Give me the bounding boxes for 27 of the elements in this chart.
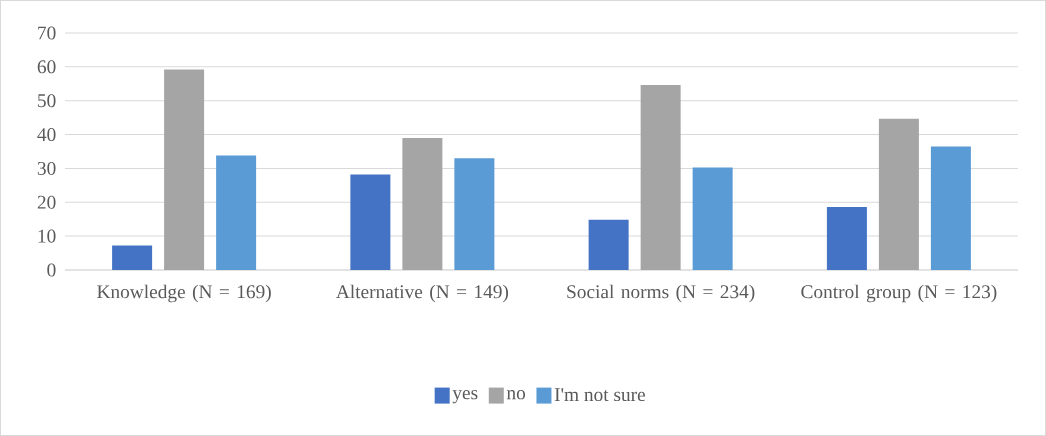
x-tick-label: Social norms (N = 234) <box>567 284 755 303</box>
x-tick-label: Alternative (N = 149) <box>336 284 509 303</box>
y-tick-label: 40 <box>37 128 56 142</box>
bar <box>640 85 681 270</box>
y-tick-label: 50 <box>38 94 56 108</box>
x-tick-label: Control group (N = 123) <box>801 284 997 303</box>
bar <box>692 167 733 270</box>
y-tick-label: 20 <box>37 195 56 209</box>
legend-label: I'm not sure <box>554 388 645 402</box>
bar <box>588 219 629 270</box>
y-tick-label: 60 <box>37 60 56 74</box>
bar <box>878 118 919 270</box>
bar <box>402 137 443 270</box>
bar <box>216 155 257 270</box>
y-tick-label: 30 <box>37 161 56 175</box>
bar <box>930 146 971 270</box>
bar <box>826 207 867 270</box>
bar <box>112 245 153 270</box>
x-tick-label: Knowledge (N = 169) <box>97 284 271 303</box>
legend-label: yes <box>452 390 478 404</box>
y-tick-label: 0 <box>47 263 56 277</box>
y-tick-label: 10 <box>38 229 56 243</box>
y-tick-label: 70 <box>38 26 56 40</box>
bar <box>350 174 391 270</box>
legend-label: no <box>506 390 526 400</box>
bar <box>454 158 495 270</box>
bar <box>164 69 205 270</box>
